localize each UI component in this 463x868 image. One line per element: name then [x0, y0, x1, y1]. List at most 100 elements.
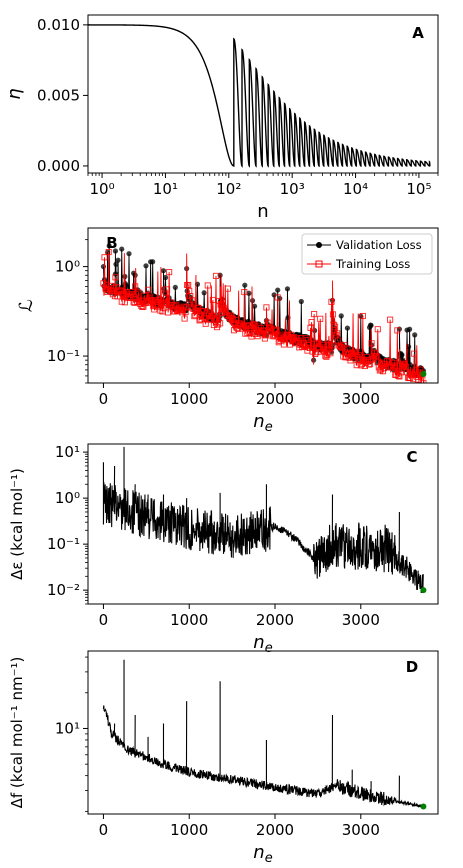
training-point — [401, 360, 409, 367]
validation-point — [150, 259, 156, 265]
training-point — [317, 315, 324, 322]
training-point — [377, 366, 384, 373]
training-point — [281, 335, 288, 342]
legend-box — [301, 233, 433, 275]
training-point — [358, 361, 365, 368]
training-point — [341, 342, 348, 349]
y-axis-label: Δf (kcal mol⁻¹ nm⁻¹) — [8, 657, 26, 809]
validation-point — [399, 352, 405, 358]
validation-point — [412, 332, 418, 338]
validation-point — [338, 313, 344, 319]
training-point — [332, 323, 339, 330]
training-point — [200, 308, 207, 315]
x-tick-label: 2000 — [256, 821, 294, 839]
training-point — [396, 373, 403, 380]
validation-point — [298, 298, 304, 305]
validation-point — [172, 284, 178, 290]
training-point — [364, 356, 372, 363]
training-point — [188, 304, 195, 311]
x-tick-label: 10³ — [280, 180, 305, 198]
x-tick-label: 0 — [99, 390, 109, 408]
training-point — [144, 286, 152, 293]
panel-letter: A — [412, 24, 424, 42]
training-point — [211, 315, 219, 322]
training-point — [210, 321, 217, 329]
validation-point — [368, 322, 374, 329]
plot-frame — [87, 227, 439, 384]
training-point — [164, 286, 171, 293]
validation-point — [358, 313, 364, 319]
validation-point — [407, 326, 413, 332]
training-point — [291, 334, 298, 341]
training-point — [163, 294, 170, 301]
x-tick-label: 10⁰ — [90, 180, 115, 198]
training-point — [330, 321, 338, 329]
panel-b: 0 1000 2000 3000 10⁻¹ 10⁰ ne ℒ B — [16, 234, 380, 435]
training-point — [355, 352, 362, 359]
training-point — [327, 350, 334, 357]
training-point — [388, 364, 395, 371]
panel-letter: B — [106, 234, 117, 252]
training-point — [359, 312, 366, 320]
training-point — [368, 340, 375, 347]
y-tick-label: 10⁰ — [55, 489, 80, 507]
legend-label-validation: Validation Loss — [336, 238, 422, 252]
validation-point — [162, 274, 169, 281]
training-point — [113, 284, 120, 291]
training-point — [176, 308, 183, 315]
validation-point — [201, 290, 207, 296]
training-point — [374, 326, 381, 333]
training-point — [224, 285, 231, 292]
training-point — [101, 254, 108, 261]
validation-point — [106, 243, 112, 249]
training-point — [273, 327, 280, 334]
training-point — [417, 366, 424, 373]
training-point — [130, 299, 137, 306]
x-tick-label: 3000 — [342, 611, 380, 629]
y-tick-label: 10¹ — [55, 719, 80, 737]
training-point — [270, 332, 277, 339]
training-point — [265, 328, 272, 335]
legend: Validation Loss Training Loss — [301, 233, 433, 275]
panel-letter: C — [406, 448, 417, 466]
training-point — [222, 308, 229, 315]
validation-point — [112, 271, 119, 277]
training-point — [343, 354, 350, 361]
training-point — [217, 320, 224, 327]
y-tick-label: 10⁻¹ — [47, 347, 80, 365]
x-tick-label: 0 — [99, 821, 109, 839]
training-point — [312, 350, 319, 357]
panel-c: 0 1000 2000 3000 10⁻² 10⁻¹ 10⁰ 10¹ ne Δε (kcal mo… — [8, 443, 418, 656]
training-point — [400, 362, 408, 369]
legend-label-training: Training Loss — [335, 257, 410, 271]
validation-point — [246, 290, 252, 296]
validation-point — [112, 248, 119, 254]
final-point — [420, 371, 427, 378]
training-point — [316, 340, 323, 347]
x-axis-label: ne — [253, 842, 272, 866]
series-error-line — [102, 446, 424, 594]
x-tick-label: 1000 — [170, 390, 208, 408]
training-point — [337, 344, 344, 351]
training-point — [261, 335, 268, 342]
plot-frame — [87, 443, 439, 605]
training-point — [129, 291, 136, 298]
training-point — [306, 344, 313, 351]
training-point — [166, 269, 173, 276]
training-point — [253, 327, 260, 334]
final-point — [420, 587, 427, 594]
training-point — [127, 294, 134, 301]
training-point — [371, 349, 378, 356]
training-point — [109, 291, 116, 298]
y-axis-label: Δε (kcal mol⁻¹) — [8, 468, 26, 580]
training-point — [214, 321, 222, 328]
x-tick-label: 1000 — [170, 821, 208, 839]
training-point — [338, 343, 345, 350]
plot-frame — [87, 650, 439, 815]
y-tick-label: 0.010 — [37, 16, 80, 34]
validation-point — [242, 282, 248, 288]
y-tick-label: 0.005 — [37, 86, 80, 104]
x-tick-label: 10⁴ — [343, 180, 368, 198]
training-point — [185, 282, 192, 289]
validation-point — [100, 263, 107, 270]
